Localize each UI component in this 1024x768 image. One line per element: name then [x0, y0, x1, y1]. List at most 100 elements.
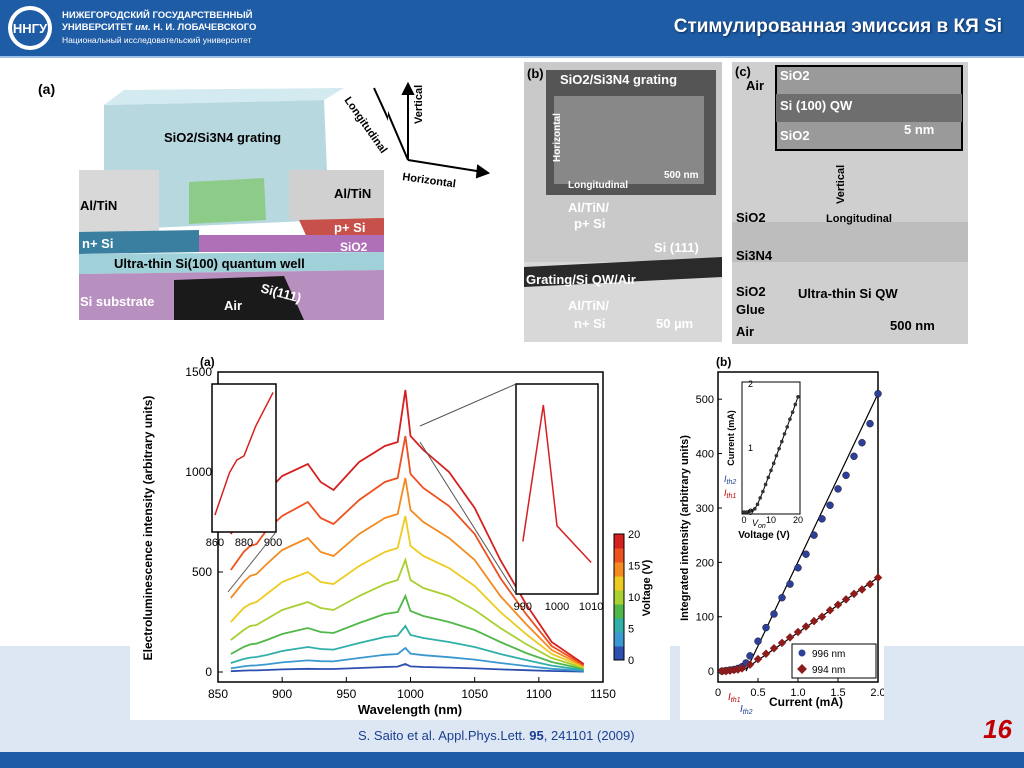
inset-point: [763, 482, 768, 487]
qw-label: Ultra-thin Si(100) quantum well: [114, 256, 305, 271]
chart-b-label: (b): [716, 355, 731, 369]
panel-b-label: (b): [527, 66, 544, 81]
point-996: [858, 439, 866, 447]
point-996: [786, 580, 794, 588]
grating-label: SiO2/Si3N4 grating: [164, 130, 281, 145]
chart-b-inset-points: [742, 395, 800, 514]
colorbar-tick-label: 10: [628, 592, 640, 604]
inset-point: [771, 461, 776, 466]
point-996: [850, 452, 858, 460]
inset-point: [796, 395, 800, 399]
spectrum-line: [230, 663, 584, 673]
y-tick-label: 0: [205, 665, 212, 679]
inset-left-tick-label: 900: [264, 537, 282, 549]
panel-c-ultra-thin: Ultra-thin Si QW: [798, 286, 898, 301]
bottom-strip: [0, 752, 1024, 768]
university-logo: ННГУ: [8, 6, 52, 50]
panel-b-nsi: n+ Si: [574, 316, 605, 331]
inset-point: [766, 475, 771, 480]
chart-b-legend: [791, 643, 877, 679]
inset-point: [788, 417, 792, 421]
colorbar-frame: [613, 533, 625, 661]
inset-left-connector: [227, 531, 277, 593]
colorbar-tick-label: 15: [628, 561, 640, 573]
inset-point: [782, 432, 787, 436]
panel-b-grating-air: Grating/Si QW/Air: [526, 272, 636, 287]
substrate-label: Si substrate: [80, 294, 154, 309]
panel-b-longitudinal-label: Longitudinal: [568, 180, 628, 191]
colorbar-segment: [614, 618, 624, 633]
y-tick-label: 1500: [185, 365, 212, 379]
chart-b-threshold-marks: Ith1 Ith2: [728, 692, 753, 716]
colorbar-segment: [614, 590, 624, 605]
svg-text:Horizontal: Horizontal: [402, 171, 457, 190]
inset-point: [761, 489, 765, 494]
point-996: [794, 564, 802, 572]
inset-right-tick-label: 1000: [545, 601, 569, 613]
panel-c-sio2-glue: SiO2: [736, 284, 766, 299]
point-996: [866, 419, 874, 428]
chart-a-inset-right-curve: [522, 404, 592, 564]
point-996: [818, 515, 826, 523]
chart-a-ylabel: Electroluminescence intensity (arbitrary…: [141, 396, 155, 661]
ith1-label: Ith1: [728, 692, 741, 704]
inset-point: [753, 507, 757, 511]
colorbar-label: Voltage (V): [641, 559, 653, 616]
spectrum-line: [230, 646, 584, 672]
legend-996-label: 996 nm: [812, 649, 845, 660]
y-tick-label: 0: [708, 666, 714, 678]
point-996: [874, 390, 882, 398]
inset-point: [769, 468, 773, 473]
panel-c-glue: Glue: [736, 302, 765, 317]
x-tick-label: 2.0: [870, 687, 884, 699]
y-tick-label: 100: [696, 612, 714, 624]
x-tick-label: 900: [272, 687, 292, 701]
panel-b-grating-label: SiO2/Si3N4 grating: [560, 72, 677, 87]
point-996: [778, 594, 786, 602]
x-tick-label: 1150: [590, 687, 616, 701]
chart-a-inset-left-curve: [214, 392, 274, 516]
point-996: [826, 501, 834, 509]
point-996: [810, 531, 818, 539]
inset-ith2-label: Ith2: [724, 474, 736, 486]
point-996: [754, 637, 762, 645]
figure-panel-b-sem: (b) SiO2/Si3N4 grating Horizontal Longit…: [524, 62, 722, 342]
panel-c-qw: Si (100) QW: [780, 98, 853, 113]
panel-b-scale-big: 50 µm: [656, 316, 693, 331]
panel-b-si111: Si (111): [654, 240, 699, 255]
orientation-axes: Vertical Horizontal: [388, 81, 491, 190]
svg-text:ННГУ: ННГУ: [13, 21, 48, 36]
point-996: [802, 550, 810, 558]
panel-b-scale-small: 500 nm: [664, 170, 699, 181]
panel-c-sio2: SiO2: [736, 210, 766, 225]
colorbar-segment: [614, 562, 624, 577]
chart-a-inset-left-ticks: 860 880 900: [206, 537, 283, 549]
inset-x-tick-label: 0: [741, 515, 746, 525]
chart-b-inset-ticks: 0 10 20 0 1 2: [741, 379, 803, 525]
point-996: [746, 652, 754, 660]
point-996: [762, 623, 770, 632]
panel-b-horizontal-label: Horizontal: [552, 113, 563, 162]
inset-xlabel: Voltage (V): [738, 530, 789, 541]
legend-994-marker: [797, 664, 807, 674]
x-tick-label: 950: [336, 687, 356, 701]
inset-point: [755, 502, 760, 507]
inset-point: [785, 425, 789, 429]
inset-x-tick-label: 10: [766, 515, 776, 525]
point-994: [857, 585, 867, 594]
figure-panel-c-tem: (c) Air SiO2 Si (100) QW SiO2 5 nm Verti…: [732, 62, 968, 344]
panel-a-label: (a): [38, 81, 55, 97]
figure-panel-a-schematic: (a) SiO2/Si3N4 grating Al/TiN Al/TiN p+ …: [24, 70, 388, 322]
point-996: [842, 471, 850, 480]
spectrum-line: [230, 515, 585, 668]
colorbar-tick-label: 0: [628, 655, 634, 667]
chart-a-colorbar: 0 5 10 15 20: [613, 529, 640, 667]
x-tick-label: 0.5: [750, 687, 765, 699]
point-994: [817, 612, 827, 621]
chart-a-xticks: 850 900 950 1000 1050 1100 1150: [208, 677, 616, 701]
inset-left-tick-label: 880: [235, 537, 253, 549]
legend-994-label: 994 nm: [812, 665, 845, 676]
point-994: [873, 573, 883, 582]
inset-point: [780, 439, 784, 444]
inset-point: [758, 496, 762, 500]
